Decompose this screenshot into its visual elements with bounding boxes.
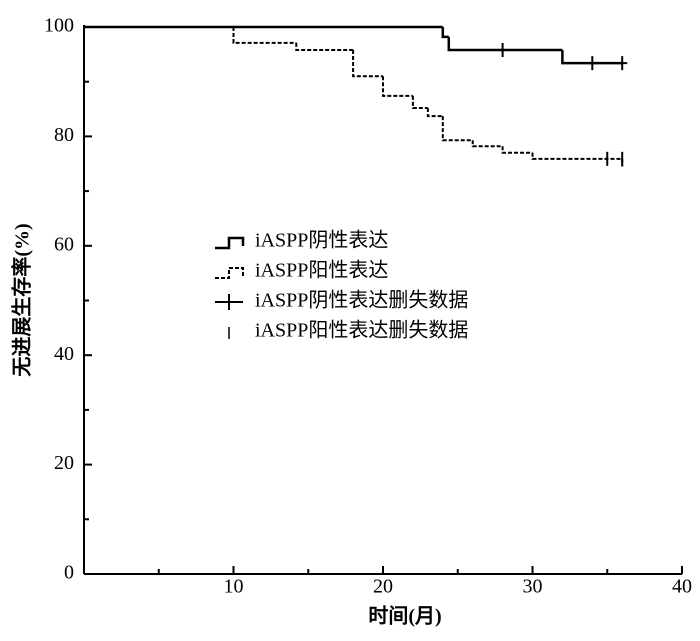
y-tick-label: 20 <box>54 452 74 474</box>
y-tick-label: 80 <box>54 124 74 146</box>
censor-mark <box>587 56 598 71</box>
step-segment <box>411 95 428 109</box>
legend-symbol <box>215 267 244 279</box>
step-segment <box>426 107 443 118</box>
step-segment <box>295 42 354 51</box>
legend-label: iASPP阴性表达删失数据 <box>255 289 468 312</box>
y-axis-label: 无进展生存率(%) <box>10 223 34 376</box>
legend-symbol <box>215 294 243 310</box>
step-segment <box>501 146 533 154</box>
x-axis-label: 时间(月) <box>368 605 441 628</box>
legend-label: iASPP阳性表达删失数据 <box>255 319 468 342</box>
x-tick-label: 10 <box>224 576 244 598</box>
y-tick-label: 40 <box>54 343 74 365</box>
y-tick-label: 0 <box>64 562 74 584</box>
y-tick-label: 60 <box>54 233 74 255</box>
step-segment <box>447 36 563 52</box>
step-segment <box>561 49 623 65</box>
step-segment <box>471 140 503 148</box>
legend-symbol <box>215 236 245 250</box>
x-tick-label: 20 <box>373 576 393 598</box>
step-segment <box>382 76 413 97</box>
y-tick-label: 100 <box>44 15 74 37</box>
step-segment <box>352 49 383 78</box>
x-tick-label: 40 <box>672 576 692 598</box>
censor-mark <box>617 56 628 71</box>
censor-mark <box>497 42 508 57</box>
step-segment <box>441 27 449 39</box>
legend-label: iASPP阴性表达 <box>255 229 388 252</box>
legend-label: iASPP阳性表达 <box>255 259 388 282</box>
step-segment <box>232 27 297 44</box>
x-tick-label: 30 <box>523 576 543 598</box>
step-segment <box>441 116 473 142</box>
step-segment <box>531 152 623 160</box>
